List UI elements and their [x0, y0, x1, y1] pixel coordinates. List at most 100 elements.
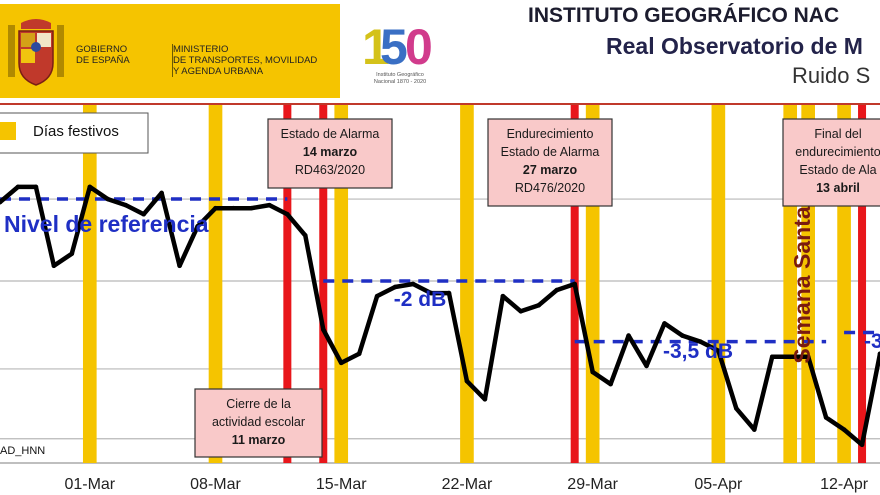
data-point: [482, 396, 488, 402]
holiday-band: [82, 105, 97, 463]
annotation-text: Estado de Ala: [799, 163, 876, 177]
ministry-name: MINISTERIO DE TRANSPORTES, MOVILIDAD Y A…: [172, 44, 338, 77]
data-point: [69, 251, 75, 256]
svg-text:0: 0: [405, 19, 433, 75]
annotation-text: Endurecimiento: [507, 127, 594, 141]
annotation-text: Estado de Alarma: [281, 127, 380, 141]
data-point: [0, 199, 3, 205]
svg-text:5: 5: [380, 19, 408, 75]
annotation-text: RD476/2020: [515, 181, 585, 195]
data-point: [518, 309, 524, 314]
data-point: [841, 427, 847, 432]
annotation-text: endurecimiento: [795, 145, 880, 159]
grid-layer: [0, 198, 880, 464]
data-point: [285, 211, 290, 217]
annotation-text: 11 marzo: [232, 433, 286, 447]
data-point: [769, 354, 775, 360]
event-line: [319, 105, 328, 463]
noise-series-line: [0, 184, 880, 448]
data-point: [15, 184, 21, 190]
data-point: [105, 196, 111, 202]
x-tick-label: 08-Mar: [190, 476, 241, 493]
chart-subject-title: Ruido S: [792, 63, 871, 88]
event-line: [283, 105, 292, 463]
annotation-text: Final del: [814, 127, 861, 141]
legend-label: Días festivos: [33, 123, 119, 140]
data-point: [249, 205, 254, 211]
anniversary-caption: Instituto Geográfico Nacional 1870 - 202…: [373, 72, 427, 85]
data-point: [734, 406, 739, 411]
x-tick-label: 05-Apr: [694, 476, 743, 493]
data-point: [698, 339, 703, 344]
reference-lines-layer: [0, 197, 880, 344]
event-line: [858, 105, 867, 463]
legend-box: [0, 112, 149, 154]
data-point: [716, 348, 721, 354]
data-point: [877, 351, 880, 357]
data-point: [464, 378, 470, 384]
data-point: [859, 442, 865, 448]
series-layer: [0, 184, 880, 448]
holiday-band: [460, 105, 474, 463]
x-tick-label: 15-Mar: [316, 476, 367, 493]
data-point: [320, 327, 326, 332]
annotation-box: [487, 118, 613, 207]
header-separator: [0, 103, 880, 105]
x-tick-label: 12-Apr: [820, 476, 869, 493]
data-point: [392, 284, 398, 290]
data-point: [338, 360, 344, 366]
x-axis: 01-Mar 08-Mar 15-Mar 22-Mar 29-Mar 05-Apr 12-A…: [64, 476, 868, 493]
labels-layer: Nivel de referencia -2 dB -3,5 dB -3 Semana …: [0, 112, 880, 458]
noise-level-chart: Nivel de referencia -2 dB -3,5 dB -3 Semana …: [0, 105, 880, 493]
annotation-text: actividad escolar: [212, 415, 305, 429]
data-point: [374, 293, 380, 299]
data-point: [608, 381, 613, 387]
data-point: [644, 363, 649, 369]
data-point: [662, 321, 667, 326]
data-point: [51, 263, 57, 269]
x-tick-label: 29-Mar: [567, 476, 618, 493]
observatory-title: Real Observatorio de M: [606, 33, 863, 59]
data-point: [177, 263, 182, 269]
data-point: [446, 290, 452, 296]
holy-week-label: Semana Santa: [789, 206, 815, 363]
data-point: [805, 354, 811, 360]
data-point: [500, 293, 506, 299]
legend-swatch: [0, 122, 16, 140]
reference-level-label: Nivel de referencia: [4, 211, 209, 237]
data-point: [231, 205, 236, 211]
data-point: [626, 333, 631, 338]
data-point: [213, 205, 218, 211]
holiday-band: [711, 105, 726, 463]
holiday-band: [334, 105, 349, 463]
x-tick-label: 22-Mar: [442, 476, 493, 493]
institute-title: INSTITUTO GEOGRÁFICO NAC: [528, 4, 840, 27]
data-point: [303, 233, 308, 238]
data-point: [123, 202, 129, 208]
reference-level-label: -3: [864, 330, 880, 353]
data-point: [536, 302, 542, 308]
annotation-text: 13 abril: [816, 181, 860, 195]
annotation-text: RD463/2020: [295, 163, 365, 177]
station-label: AD_HNN: [0, 445, 45, 457]
holiday-band: [208, 105, 223, 463]
data-point: [267, 202, 272, 208]
data-point: [787, 354, 793, 360]
annotation-box: [194, 388, 323, 458]
data-point: [195, 224, 200, 229]
anniversary-150-logo: 1 5 0: [362, 19, 433, 75]
data-point: [87, 184, 93, 190]
data-point: [554, 287, 560, 293]
annotation-text: Estado de Alarma: [501, 145, 600, 159]
government-name: GOBIERNO DE ESPAÑA: [76, 44, 130, 66]
x-tick-label: 01-Mar: [64, 476, 115, 493]
data-point: [410, 281, 416, 287]
data-point: [33, 184, 39, 190]
svg-text:1: 1: [362, 19, 390, 75]
government-logo-block: GOBIERNO DE ESPAÑA MINISTERIO DE TRANSPO…: [0, 4, 340, 98]
header-banner: GOBIERNO DE ESPAÑA MINISTERIO DE TRANSPO…: [0, 0, 880, 103]
annotation-text: 27 marzo: [523, 163, 578, 177]
data-point: [823, 415, 829, 420]
annotation-text: Cierre de la: [226, 397, 291, 411]
coat-of-arms-icon: [8, 19, 64, 86]
